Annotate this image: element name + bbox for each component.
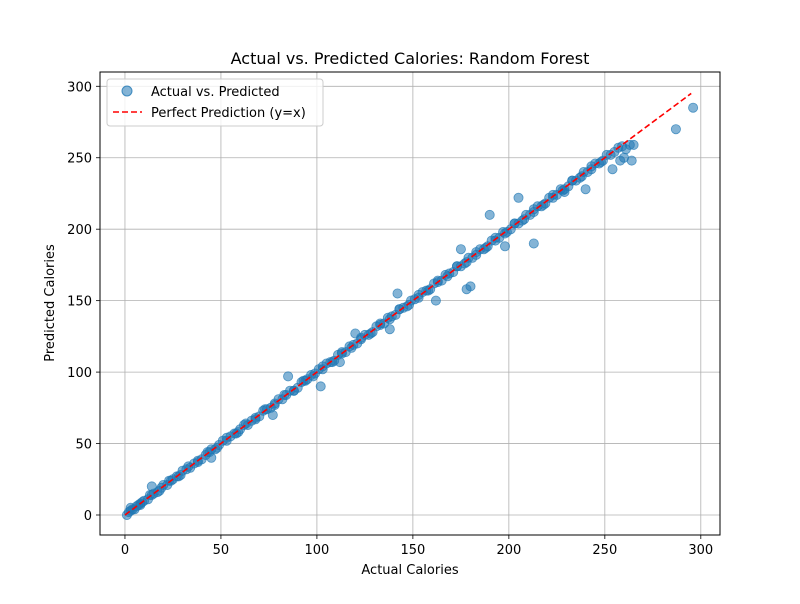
- scatter-point: [490, 232, 501, 243]
- scatter-point: [283, 371, 294, 382]
- scatter-point: [403, 299, 414, 310]
- scatter-point: [231, 428, 242, 439]
- y-tick-label: 300: [67, 80, 92, 95]
- x-tick-label: 250: [592, 543, 617, 558]
- scatter-point: [484, 209, 495, 220]
- scatter-point: [279, 389, 290, 400]
- y-tick-label: 200: [67, 223, 92, 238]
- scatter-point: [334, 357, 345, 368]
- scatter-point: [688, 102, 699, 113]
- scatter-point: [384, 314, 395, 325]
- x-tick-label: 100: [304, 543, 329, 558]
- scatter-point: [465, 281, 476, 292]
- x-tick-label: 300: [688, 543, 713, 558]
- x-tick-label: 0: [121, 543, 129, 558]
- scatter-point: [346, 342, 357, 353]
- scatter-point: [392, 288, 403, 299]
- scatter-point: [670, 124, 681, 135]
- scatter-point: [513, 192, 524, 203]
- scatter-point: [509, 218, 520, 229]
- plot-frame: [99, 71, 721, 536]
- x-tick-label: 150: [400, 543, 425, 558]
- y-axis-ticks: 0 50 100 150 200 250 300: [67, 80, 100, 524]
- scatter-point: [173, 471, 184, 482]
- x-axis-ticks: 0 50 100 150 200 250 300: [121, 535, 713, 558]
- legend-marker-scatter: [121, 85, 133, 97]
- x-tick-label: 50: [213, 543, 230, 558]
- scatter-point: [315, 381, 326, 392]
- scatter-point: [146, 481, 157, 492]
- scatter-point: [336, 347, 347, 358]
- scatter-point: [432, 275, 443, 286]
- chart-title: Actual vs. Predicted Calories: Random Fo…: [231, 49, 590, 68]
- legend: Actual vs. Predicted Perfect Prediction …: [106, 78, 324, 127]
- scatter-point: [528, 238, 539, 249]
- scatter-point: [267, 409, 278, 420]
- scatter-point: [499, 228, 510, 239]
- reference-line-layer: [124, 92, 692, 516]
- y-tick-label: 250: [67, 152, 92, 167]
- y-tick-label: 100: [67, 366, 92, 381]
- scatter-point: [559, 186, 570, 197]
- scatter-point: [499, 241, 510, 252]
- legend-label-reference-line: Perfect Prediction (y=x): [151, 106, 306, 121]
- scatter-point: [317, 361, 328, 372]
- legend-label-scatter: Actual vs. Predicted: [151, 85, 280, 100]
- scatter-point: [206, 452, 217, 463]
- scatter-point: [548, 189, 559, 200]
- y-axis-label: Predicted Calories: [43, 244, 58, 362]
- scatter-point: [580, 184, 591, 195]
- scatter-point: [519, 214, 530, 225]
- scatter-point: [164, 475, 175, 486]
- scatter-point: [628, 139, 639, 150]
- scatter-point: [221, 432, 232, 443]
- y-tick-label: 0: [84, 509, 92, 524]
- scatter-point: [375, 318, 386, 329]
- x-axis-label: Actual Calories: [361, 563, 458, 578]
- scatter-point: [350, 328, 361, 339]
- y-tick-label: 50: [75, 438, 92, 453]
- scatter-point: [394, 304, 405, 315]
- scatter-point: [442, 271, 453, 282]
- legend-box: [106, 78, 324, 127]
- x-tick-label: 200: [496, 543, 521, 558]
- scatter-point: [626, 155, 637, 166]
- y-tick-label: 150: [67, 295, 92, 310]
- scatter-point: [576, 171, 587, 182]
- scatter-point: [461, 257, 472, 268]
- perfect-prediction-line: [124, 92, 692, 516]
- scatter-point: [607, 164, 618, 175]
- scatter-point: [430, 295, 441, 306]
- scatter-point: [384, 324, 395, 335]
- scatter-point: [451, 261, 462, 272]
- scatter-point: [455, 244, 466, 255]
- scatter-point: [567, 175, 578, 186]
